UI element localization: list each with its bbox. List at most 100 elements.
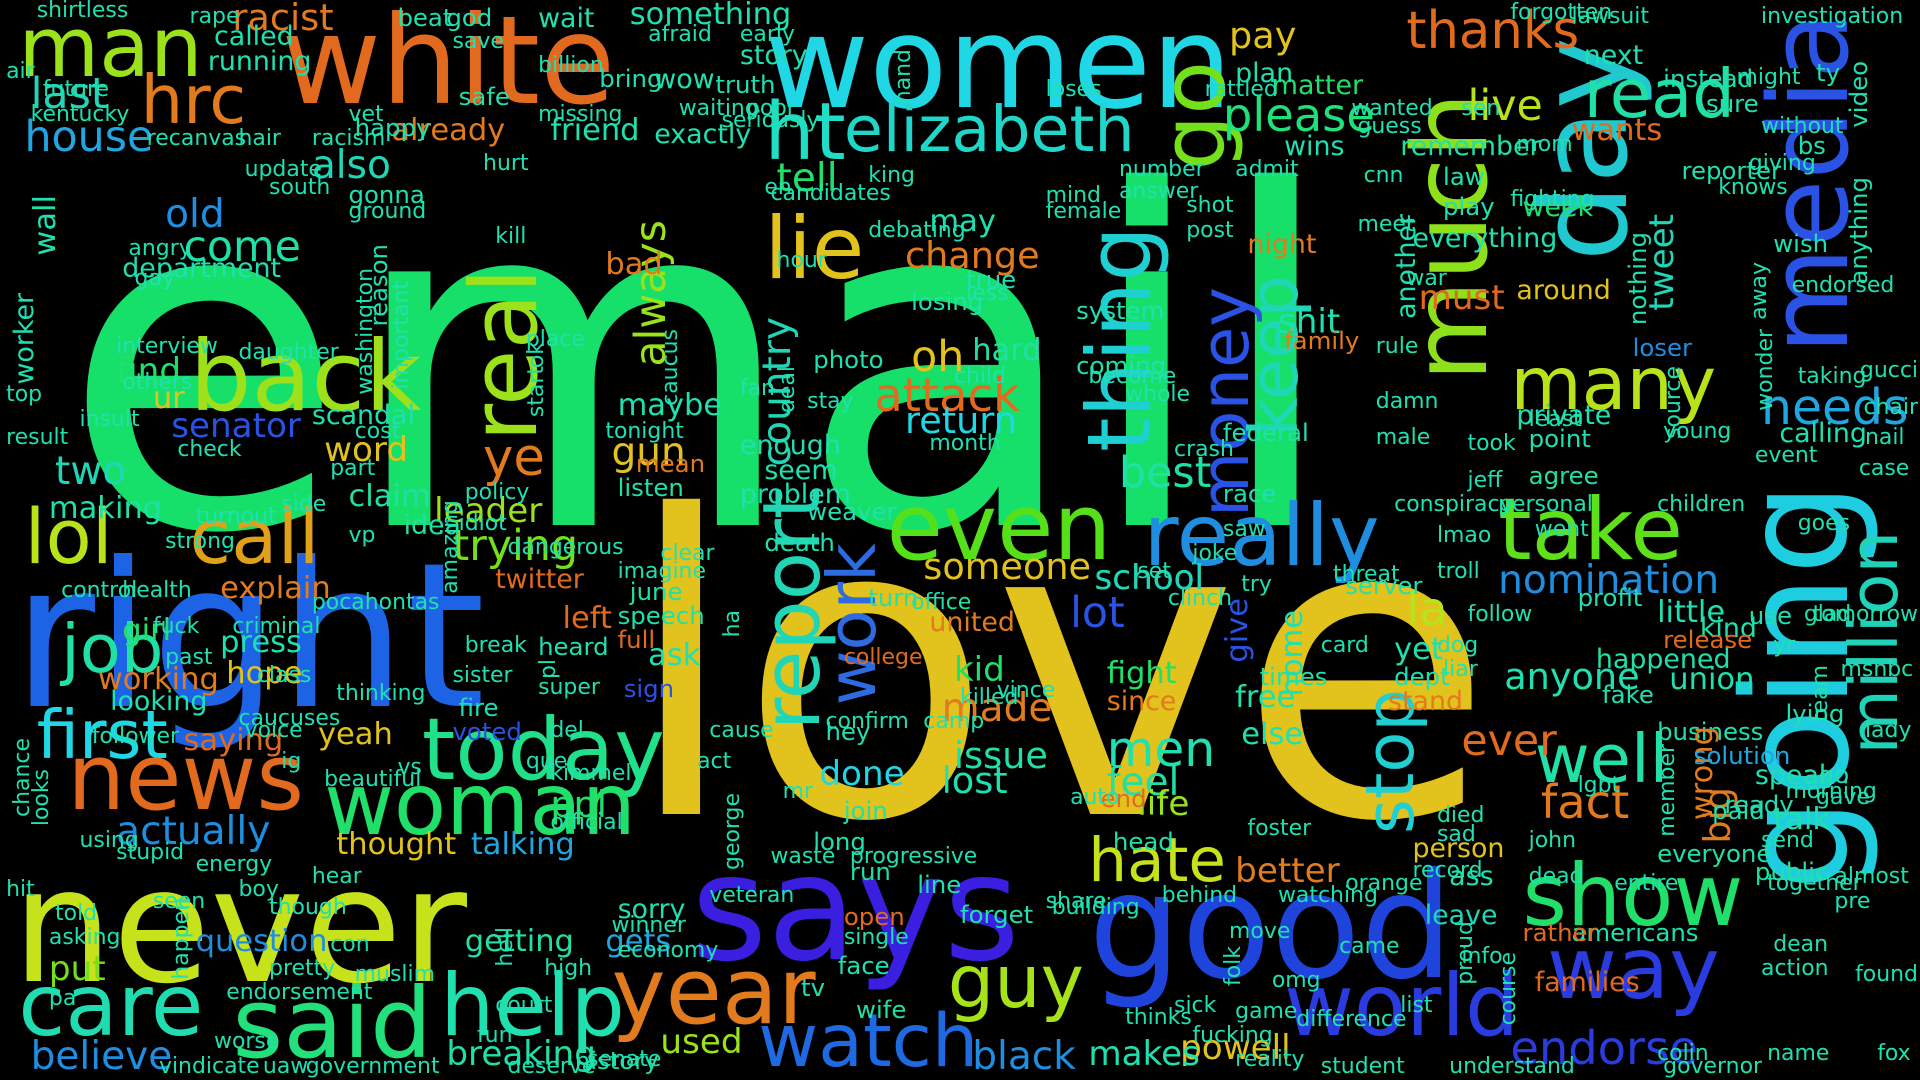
- word-job: job: [61, 610, 164, 689]
- word-early: early: [739, 22, 795, 48]
- word-full: full: [617, 625, 656, 655]
- word-understand: understand: [1449, 1053, 1575, 1079]
- word-gun: gun: [611, 430, 686, 476]
- word-orange: orange: [1345, 870, 1423, 896]
- word-sorry: sorry: [617, 893, 686, 925]
- word-fun: fun: [476, 1023, 513, 1049]
- word-crash: crash: [1174, 437, 1234, 463]
- word-night: night: [1247, 228, 1317, 260]
- word-school: school: [1094, 558, 1205, 599]
- word-start: start: [523, 366, 549, 418]
- word-break: break: [464, 632, 527, 658]
- word-getting: getting: [464, 924, 574, 960]
- word-camp: camp: [923, 709, 985, 735]
- word-ht: ht: [764, 84, 846, 178]
- word-union: union: [1669, 662, 1755, 698]
- word-since: since: [1106, 686, 1177, 718]
- word-claim: claim: [348, 479, 431, 515]
- word-friend: friend: [550, 112, 640, 148]
- word-profit: profit: [1577, 582, 1643, 612]
- word-energy: energy: [195, 852, 273, 878]
- word-air: air: [6, 59, 35, 85]
- word-breaking: breaking: [446, 1034, 596, 1075]
- word-tonight: tonight: [605, 419, 684, 445]
- word-la: la: [1406, 581, 1448, 636]
- word-debating: debating: [868, 217, 966, 243]
- word-hard: hard: [972, 332, 1042, 368]
- word-please: please: [1222, 87, 1375, 142]
- word-rape: rape: [189, 4, 240, 30]
- word-needs: needs: [1761, 379, 1909, 437]
- word-daughter: daughter: [238, 339, 339, 365]
- word-building: building: [1051, 894, 1140, 920]
- word-talk: talk: [1773, 802, 1831, 838]
- word-side: side: [281, 492, 327, 518]
- word-admit: admit: [1235, 156, 1299, 182]
- word-around: around: [1516, 275, 1611, 307]
- word-washington: washington: [352, 268, 378, 396]
- word-lady: lady: [1864, 718, 1912, 743]
- word-release: release: [1663, 625, 1753, 655]
- word-truth: truth: [715, 70, 776, 100]
- word-hour: hour: [776, 248, 827, 274]
- word-update: update: [244, 156, 322, 182]
- word-everything: everything: [1412, 222, 1558, 254]
- word-meet: meet: [1357, 211, 1415, 237]
- word-world: world: [1284, 957, 1520, 1057]
- word-list: list: [1400, 992, 1433, 1018]
- word-came: came: [1339, 934, 1400, 959]
- word-play: play: [1443, 192, 1495, 222]
- word-united: united: [929, 607, 1015, 639]
- word-calling: calling: [1779, 418, 1867, 450]
- word-saying: saying: [183, 723, 284, 759]
- word-sure: sure: [1705, 88, 1759, 118]
- word-seen: seen: [152, 888, 206, 914]
- word-powell: powell: [1180, 1028, 1291, 1069]
- word-died: died: [1436, 803, 1485, 829]
- word-check: check: [177, 437, 242, 463]
- word-guy: guy: [947, 939, 1084, 1025]
- word-men: men: [1106, 721, 1216, 779]
- word-used: used: [660, 1022, 743, 1063]
- word-future: future: [42, 77, 110, 103]
- word-hell: hell: [493, 927, 519, 968]
- word-racist: racist: [232, 0, 334, 39]
- word-yet: yet: [1394, 631, 1443, 667]
- word-tv: tv: [801, 973, 826, 1003]
- word-already: already: [391, 112, 506, 148]
- word-ask: ask: [648, 637, 701, 673]
- word-talking: talking: [470, 826, 575, 862]
- word-try: try: [1241, 571, 1272, 597]
- word-exactly: exactly: [654, 119, 752, 151]
- word-care: care: [18, 957, 204, 1057]
- word-join: join: [843, 796, 888, 826]
- word-wants: wants: [1571, 112, 1663, 148]
- word-everyone: everyone: [1657, 839, 1772, 869]
- word-trying: trying: [452, 520, 579, 571]
- word-place: place: [525, 327, 585, 353]
- word-endorsement: endorsement: [226, 980, 373, 1006]
- word-court: court: [495, 992, 553, 1018]
- word-fake: fake: [1602, 680, 1654, 710]
- word-shot: shot: [1186, 193, 1234, 219]
- word-cnn: cnn: [1363, 162, 1404, 188]
- word-fighting: fighting: [1510, 187, 1595, 213]
- word-hand: hand: [890, 48, 916, 105]
- word-billion: billion: [538, 52, 604, 78]
- word-sen: sen: [1461, 95, 1501, 121]
- word-del: del: [550, 718, 584, 743]
- word-stupid: stupid: [116, 840, 185, 866]
- word-video: video: [1843, 61, 1873, 128]
- word-went: went: [1534, 516, 1589, 542]
- word-heard: heard: [538, 631, 609, 661]
- word-racism: racism: [311, 126, 386, 152]
- word-federal: federal: [1222, 418, 1309, 448]
- word-looks: looks: [28, 768, 54, 826]
- word-change: change: [904, 233, 1040, 277]
- word-lying: lying: [1785, 698, 1845, 728]
- word-watching: watching: [1277, 882, 1378, 908]
- word-pay: pay: [1229, 14, 1297, 58]
- word-ig: ig: [281, 748, 302, 774]
- word-death: death: [764, 527, 835, 557]
- word-made: made: [941, 686, 1053, 732]
